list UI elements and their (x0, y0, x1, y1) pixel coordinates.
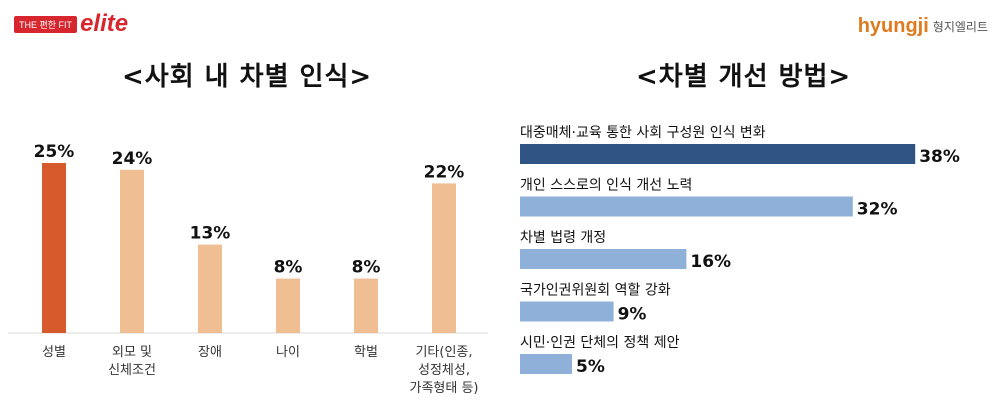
category-label: 학벌 (354, 345, 378, 360)
bar-value-label: 5% (576, 357, 605, 377)
bar-value-label: 38% (919, 147, 960, 167)
bar-value-label: 8% (274, 258, 303, 278)
category-label: 대중매체·교육 통한 사회 구성원 인식 변화 (520, 125, 766, 141)
bar (520, 249, 687, 269)
category-label: 신체조건 (108, 363, 156, 378)
category-label: 성별 (42, 345, 66, 360)
bar (520, 196, 853, 217)
bar-value-label: 22% (424, 162, 465, 182)
category-label: 장애 (198, 345, 222, 360)
logo-korean: 형지엘리트 (932, 19, 988, 34)
bar-value-label: 24% (112, 149, 153, 169)
bar (432, 183, 456, 333)
category-label: 가족형태 등) (409, 381, 478, 396)
right-chart-title: <차별 개선 방법> (636, 62, 852, 92)
category-label: 외모 및 (112, 345, 152, 360)
category-label: 국가인권위원회 역할 강화 (520, 283, 671, 299)
category-label: 시민·인권 단체의 정책 제안 (520, 335, 680, 351)
bar-value-label: 25% (34, 142, 75, 162)
category-label: 차별 법령 개정 (520, 230, 606, 246)
hyungji-logo: hyungji 형지엘리트 (858, 8, 988, 44)
category-label: 기타(인종, (415, 345, 472, 360)
category-label: 개인 스스로의 인식 개선 노력 (520, 178, 692, 194)
bar (198, 244, 222, 333)
bar (520, 301, 614, 322)
bar-value-label: 8% (352, 258, 381, 278)
bar (520, 144, 916, 164)
bar-value-label: 32% (857, 200, 898, 220)
logo-word-hyungji: hyungji (857, 14, 929, 37)
left-chart-title: <사회 내 차별 인식> (122, 62, 373, 92)
bar (354, 278, 378, 333)
logo-word: elite (80, 10, 129, 37)
category-label: 성정체성, (418, 363, 470, 378)
bar-value-label: 16% (690, 252, 731, 272)
bar (520, 354, 572, 374)
bar (42, 163, 66, 333)
category-label: 나이 (276, 345, 300, 360)
bar-value-label: 13% (190, 224, 231, 244)
bar-value-label: 9% (618, 305, 647, 325)
bar (120, 169, 144, 333)
elite-logo: THE 편한 FIT elite (14, 6, 128, 42)
logo-tagline: THE 편한 FIT (14, 15, 78, 33)
bar (276, 278, 300, 333)
